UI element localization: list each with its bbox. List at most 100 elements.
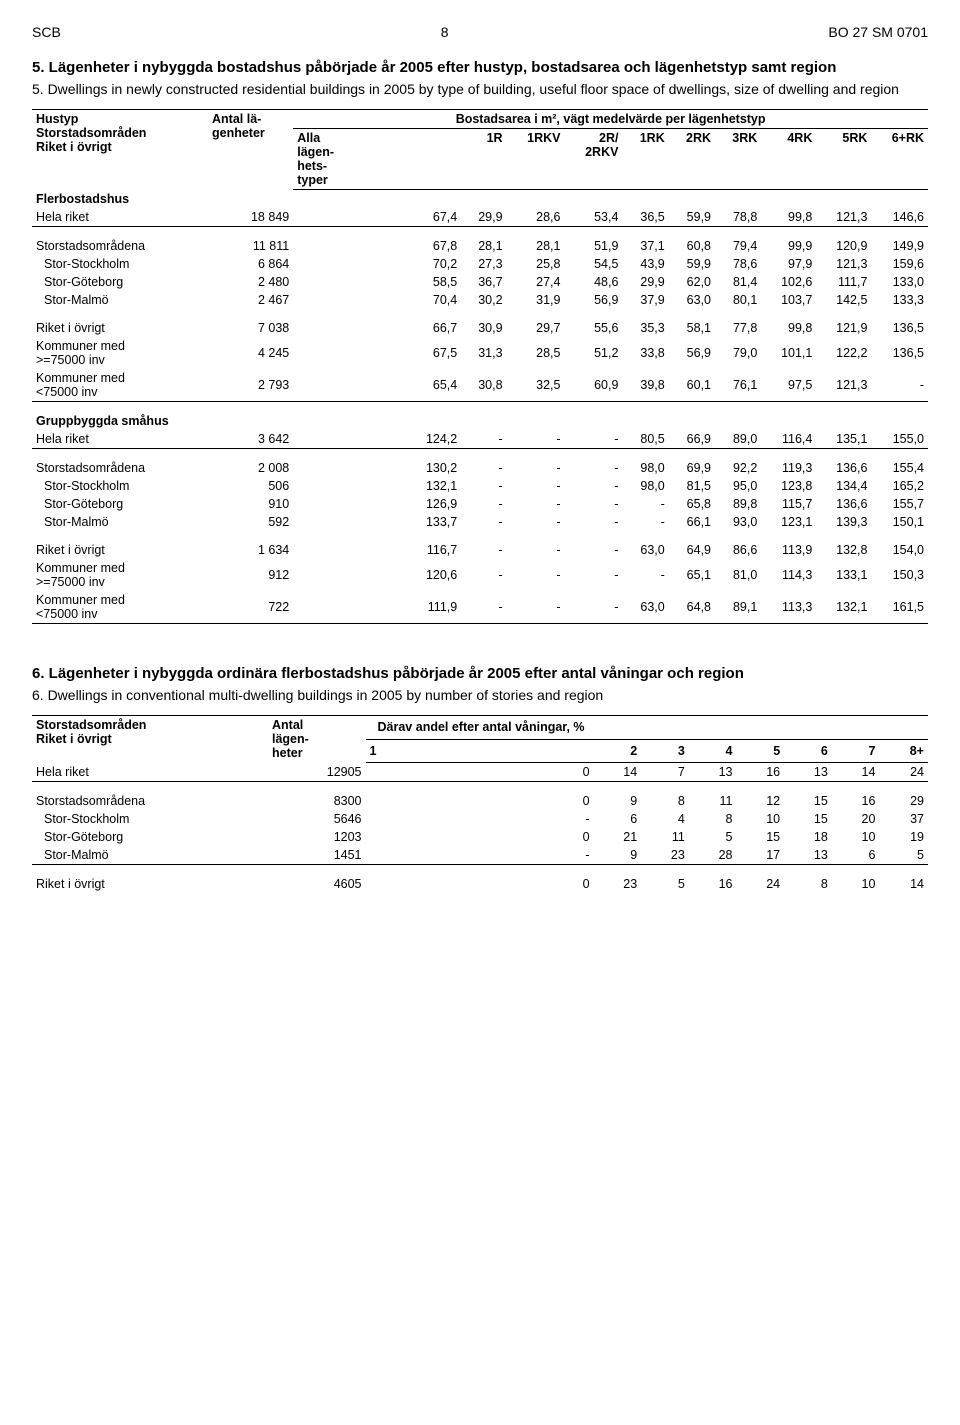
t5-cell: 60,9	[565, 369, 623, 402]
t5-cell: 135,1	[816, 430, 871, 449]
t5-cell: 132,1	[293, 477, 461, 495]
t6-cell: 29	[879, 792, 928, 810]
t5-cell: 121,3	[816, 255, 871, 273]
t5-cell: 89,8	[715, 495, 761, 513]
t5-cell: 165,2	[871, 477, 928, 495]
t5-row-name: Storstadsområdena	[32, 459, 208, 477]
t5-cell: 29,7	[507, 319, 565, 337]
t5-cell: -	[461, 591, 506, 624]
t6-cell: 15	[736, 828, 784, 846]
t5-cell: 81,0	[715, 559, 761, 591]
t5-cell: 48,6	[565, 273, 623, 291]
t5-cell: 54,5	[565, 255, 623, 273]
t5-cell: -	[507, 459, 565, 477]
t5-cell: 58,5	[293, 273, 461, 291]
t6-cell: 18	[784, 828, 832, 846]
t5-cell: -	[622, 559, 668, 591]
t6-cell: 1203	[268, 828, 366, 846]
t5-cell: 89,0	[715, 430, 761, 449]
t5-cell: 132,8	[816, 541, 871, 559]
t5-cell: 101,1	[761, 337, 816, 369]
t5-col-header: 1R	[461, 129, 506, 190]
t5-cell: 80,1	[715, 291, 761, 309]
t5-row-name: Hela riket	[32, 208, 208, 227]
t6-cell: 8	[641, 792, 689, 810]
t5-cell: 3 642	[208, 430, 293, 449]
t5-cell: 126,9	[293, 495, 461, 513]
t5-cell: 63,0	[622, 541, 668, 559]
t5-head-spanner: Bostadsarea i m², vägt medelvärde per lä…	[293, 110, 928, 129]
t5-cell: -	[507, 541, 565, 559]
section6-title: 6. Lägenheter i nybyggda ordinära flerbo…	[32, 664, 928, 684]
t5-col-header: 4RK	[761, 129, 816, 190]
t6-cell: 8300	[268, 792, 366, 810]
t5-cell: 123,8	[761, 477, 816, 495]
t5-cell: -	[507, 495, 565, 513]
t6-cell: 16	[832, 792, 880, 810]
section5-title: 5. Lägenheter i nybyggda bostadshus påbö…	[32, 58, 928, 78]
t5-cell: 592	[208, 513, 293, 531]
t5-cell: 76,1	[715, 369, 761, 402]
t5-cell: 67,8	[293, 237, 461, 255]
t5-col-header: Alla lägen- hets- typer	[293, 129, 461, 190]
t5-col-header: 3RK	[715, 129, 761, 190]
t5-cell: 103,7	[761, 291, 816, 309]
t6-row-name: Stor-Malmö	[32, 846, 268, 865]
t5-col-header: 1RKV	[507, 129, 565, 190]
t5-cell: 121,3	[816, 369, 871, 402]
t6-head-antal: Antal lägen- heter	[268, 716, 366, 763]
t5-cell: 36,5	[622, 208, 668, 227]
t5-row-name: Stor-Malmö	[32, 291, 208, 309]
t5-cell: 133,7	[293, 513, 461, 531]
t5-cell: 2 467	[208, 291, 293, 309]
t6-head-spanner: Därav andel efter antal våningar, %	[366, 716, 928, 739]
t6-cell: 1451	[268, 846, 366, 865]
t6-cell: 21	[594, 828, 642, 846]
t5-cell: 59,9	[669, 208, 715, 227]
t5-cell: 506	[208, 477, 293, 495]
t5-cell: 124,2	[293, 430, 461, 449]
t6-cell: 10	[832, 875, 880, 893]
t5-row-name: Stor-Stockholm	[32, 477, 208, 495]
t5-cell: -	[622, 513, 668, 531]
t6-cell: 28	[689, 846, 737, 865]
t5-cell: -	[507, 559, 565, 591]
t6-cell: 13	[784, 762, 832, 781]
t5-cell: 32,5	[507, 369, 565, 402]
t5-cell: 28,1	[507, 237, 565, 255]
t5-cell: 70,4	[293, 291, 461, 309]
t5-cell: 99,8	[761, 208, 816, 227]
t6-cell: 15	[784, 792, 832, 810]
t5-cell: 161,5	[871, 591, 928, 624]
t5-cell: 62,0	[669, 273, 715, 291]
t5-cell: 66,7	[293, 319, 461, 337]
t6-cell: 5646	[268, 810, 366, 828]
t5-cell: 136,6	[816, 459, 871, 477]
t5-cell: 51,9	[565, 237, 623, 255]
t6-cell: 0	[366, 792, 594, 810]
table-6: Storstadsområden Riket i övrigt Antal lä…	[32, 715, 928, 893]
t6-row-name: Stor-Göteborg	[32, 828, 268, 846]
t5-cell: 36,7	[461, 273, 506, 291]
t5-cell: 55,6	[565, 319, 623, 337]
t5-cell: -	[565, 541, 623, 559]
table-5: Hustyp Storstadsområden Riket i övrigt A…	[32, 109, 928, 624]
t5-cell: 132,1	[816, 591, 871, 624]
t5-cell: 93,0	[715, 513, 761, 531]
t5-cell: 86,6	[715, 541, 761, 559]
t5-cell: 139,3	[816, 513, 871, 531]
t5-cell: 70,2	[293, 255, 461, 273]
t6-cell: 24	[879, 762, 928, 781]
t5-cell: 63,0	[669, 291, 715, 309]
header-left: SCB	[32, 24, 61, 40]
t5-cell: 133,3	[871, 291, 928, 309]
t5-cell: 11 811	[208, 237, 293, 255]
t5-cell: 66,1	[669, 513, 715, 531]
t6-cell: 20	[832, 810, 880, 828]
t5-cell: 18 849	[208, 208, 293, 227]
t5-cell: 63,0	[622, 591, 668, 624]
t5-cell: 146,6	[871, 208, 928, 227]
t5-col-header: 5RK	[816, 129, 871, 190]
t5-cell: 7 038	[208, 319, 293, 337]
t5-cell: -	[461, 495, 506, 513]
